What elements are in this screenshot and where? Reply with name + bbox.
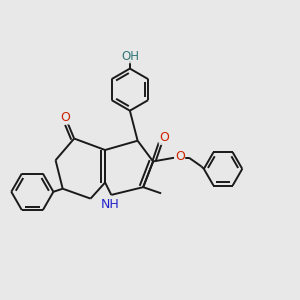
Text: O: O xyxy=(175,150,185,163)
Text: OH: OH xyxy=(121,50,139,63)
Text: O: O xyxy=(159,131,169,144)
Text: NH: NH xyxy=(100,198,119,211)
Text: O: O xyxy=(61,111,70,124)
